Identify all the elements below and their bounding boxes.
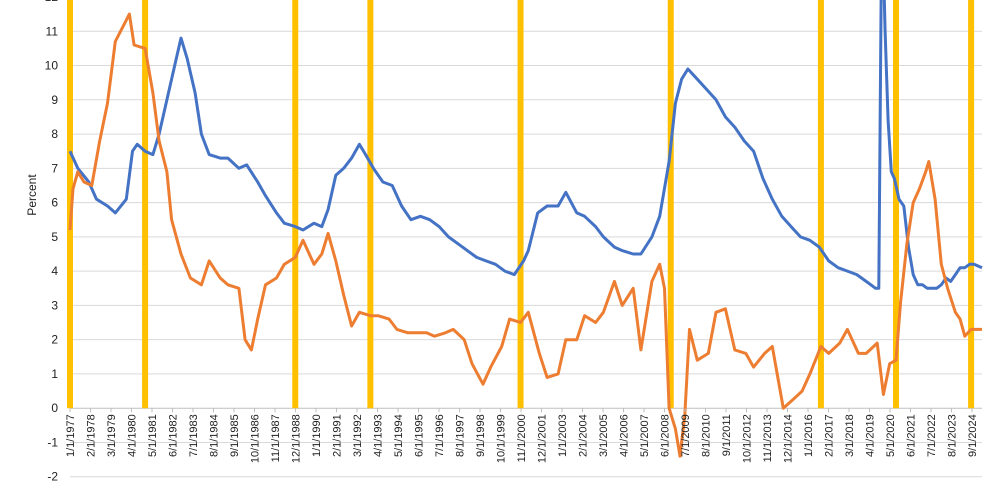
x-tick-label: 7/1/1996 <box>434 414 446 457</box>
x-tick-label: 5/1/1981 <box>147 414 159 457</box>
x-tick-label: 9/1/1985 <box>229 414 241 457</box>
y-tick-label: 5 <box>51 230 58 244</box>
x-tick-label: 7/1/2009 <box>680 414 692 457</box>
x-tick-label: 7/1/1983 <box>188 414 200 457</box>
x-tick-label: 1/1/2003 <box>557 414 569 457</box>
x-tick-label: 8/1/1997 <box>455 414 467 457</box>
x-tick-label: 2/1/1991 <box>332 414 344 457</box>
y-axis-title: Percent <box>25 174 39 216</box>
x-tick-label: 9/1/2024 <box>967 414 979 457</box>
x-tick-label: 4/1/1993 <box>373 414 385 457</box>
x-tick-label: 6/1/1982 <box>168 414 180 457</box>
y-tick-label: 4 <box>51 264 58 278</box>
x-tick-label: 6/1/2021 <box>906 414 918 457</box>
x-tick-label: 10/1/1999 <box>496 414 508 463</box>
x-tick-label: 8/1/2023 <box>947 414 959 457</box>
x-axis-ticks: 1/1/1977 2/1/1978 3/1/1979 4/1/1980 5/1/1981… <box>65 408 979 463</box>
x-tick-label: 5/1/2007 <box>639 414 651 457</box>
x-tick-label: 3/1/2018 <box>844 414 856 457</box>
x-tick-label: 8/1/1984 <box>209 414 221 457</box>
y-tick-label: 0 <box>51 401 58 415</box>
x-tick-label: 2/1/2017 <box>824 414 836 457</box>
x-tick-label: 8/1/2010 <box>701 414 713 457</box>
x-tick-label: 3/1/1992 <box>352 414 364 457</box>
x-tick-label: 4/1/1980 <box>127 414 139 457</box>
x-tick-label: 7/1/2022 <box>926 414 938 457</box>
y-tick-label: -2 <box>47 470 58 484</box>
y-tick-label: 1 <box>51 367 58 381</box>
x-tick-label: 9/1/1998 <box>475 414 487 457</box>
x-tick-label: 1/1/2016 <box>803 414 815 457</box>
x-tick-label: 12/1/2014 <box>783 414 795 463</box>
x-tick-label: 2/1/2004 <box>578 414 590 457</box>
y-tick-label: 3 <box>51 298 58 312</box>
series-line-orange <box>68 12 982 458</box>
series-line-blue <box>68 0 983 290</box>
y-tick-label: 8 <box>51 127 58 141</box>
y-tick-label: 7 <box>51 161 58 175</box>
x-tick-label: 3/1/2005 <box>598 414 610 457</box>
x-tick-label: 2/1/1978 <box>86 414 98 457</box>
y-tick-label: 10 <box>45 59 59 73</box>
x-tick-label: 6/1/1995 <box>414 414 426 457</box>
series-lines <box>68 0 983 458</box>
x-tick-label: 10/1/2012 <box>742 414 754 463</box>
x-tick-label: 4/1/2019 <box>865 414 877 457</box>
x-tick-label: 11/1/1987 <box>270 414 282 462</box>
x-tick-label: 3/1/1979 <box>106 414 118 457</box>
x-tick-label: 6/1/2008 <box>660 414 672 457</box>
vertical-bands <box>67 0 975 409</box>
y-tick-label: 6 <box>51 196 58 210</box>
x-tick-label: 4/1/2006 <box>619 414 631 457</box>
x-tick-label: 5/1/2020 <box>885 414 897 457</box>
y-tick-label: -1 <box>47 435 58 449</box>
x-tick-label: 12/1/1988 <box>291 414 303 463</box>
x-tick-label: 11/1/2013 <box>762 414 774 462</box>
x-tick-label: 1/1/1977 <box>65 414 77 457</box>
x-tick-label: 9/1/2011 <box>721 414 733 456</box>
x-tick-label: 5/1/1994 <box>393 414 405 457</box>
x-tick-label: 10/1/1986 <box>250 414 262 463</box>
x-tick-label: 1/1/1990 <box>311 414 323 457</box>
gridlines <box>70 30 982 478</box>
y-tick-label: 2 <box>51 333 58 347</box>
x-tick-label: 12/1/2001 <box>537 414 549 463</box>
x-tick-label: 11/1/2000 <box>516 414 528 462</box>
y-tick-label: 12 <box>45 0 59 4</box>
y-axis-ticks: -3-2-10123456789101112 <box>45 0 59 484</box>
y-tick-label: 9 <box>51 93 58 107</box>
y-tick-label: 11 <box>46 24 59 38</box>
